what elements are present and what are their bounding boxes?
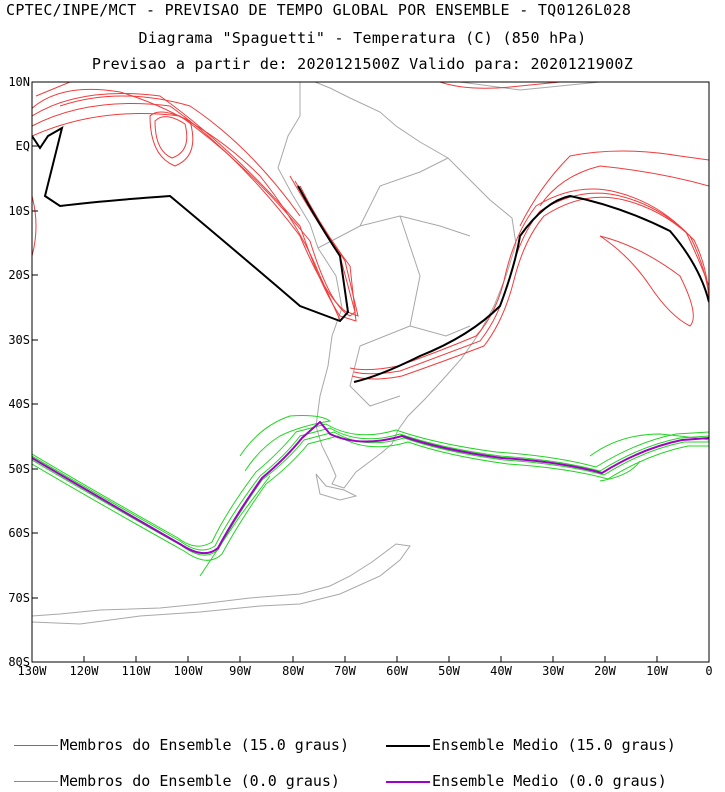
member-15-path [349, 188, 709, 371]
lon-axis: 130W 120W 110W 100W 90W 80W 70W 60W 50W … [18, 664, 713, 676]
members-15-layer [32, 82, 709, 380]
lat-tick-label: 60S [8, 526, 30, 540]
lon-tick-label: 80W [282, 664, 304, 676]
legend-label-mean-15: Ensemble Medio (15.0 graus) [432, 736, 676, 754]
plot-frame [31, 81, 710, 663]
legend-mean-15: Ensemble Medio (15.0 graus) [386, 736, 676, 754]
spaghetti-map: 10N EQ 10S 20S 30S 40S 50S 60S 70S 80S 1… [8, 76, 713, 676]
legend-label-members-15: Membros do Ensemble (15.0 graus) [60, 736, 349, 754]
legend-label-members-0: Membros do Ensemble (0.0 graus) [60, 772, 340, 790]
lon-tick-label: 90W [229, 664, 251, 676]
lon-tick-label: 30W [542, 664, 564, 676]
legend-label-mean-0: Ensemble Medio (0.0 graus) [432, 772, 667, 790]
member-0-path [239, 415, 332, 472]
lat-tick-label: 40S [8, 397, 30, 411]
mean-0-path [32, 420, 709, 555]
member-15-path [154, 116, 188, 159]
header-line-2: Diagrama "Spaguetti" - Temperatura (C) (… [138, 29, 587, 47]
lat-tick-label: 20S [8, 268, 30, 282]
lat-axis: 10N EQ 10S 20S 30S 40S 50S 60S 70S 80S [8, 76, 30, 669]
legend-swatch-mean-15 [386, 744, 430, 747]
member-15-path [32, 195, 37, 257]
member-15-path [439, 82, 561, 89]
member-0-path [32, 435, 709, 561]
member-15-path [35, 82, 301, 217]
legend-members-0: Membros do Ensemble (0.0 graus) [14, 772, 340, 790]
south-america-coast [277, 82, 517, 489]
lon-tick-label: 0 [705, 664, 712, 676]
lon-tick-label: 120W [70, 664, 100, 676]
lon-tick-label: 70W [334, 664, 356, 676]
header-line-3: Previsao a partir de: 2020121500Z Valido… [91, 55, 634, 73]
member-15-path [32, 103, 359, 317]
lon-tick-label: 40W [490, 664, 512, 676]
member-15-path [599, 235, 694, 327]
member-0-path [32, 431, 709, 556]
lon-tick-label: 100W [174, 664, 204, 676]
member-15-path [519, 150, 709, 227]
legend-members-15: Membros do Ensemble (15.0 graus) [14, 736, 349, 754]
member-15-path [149, 111, 194, 167]
lon-tick-label: 110W [122, 664, 152, 676]
lon-tick-label: 130W [18, 664, 48, 676]
header-line-1: CPTEC/INPE/MCT - PREVISAO DE TEMPO GLOBA… [6, 1, 632, 19]
lat-tick-label: 30S [8, 333, 30, 347]
member-0-path [32, 423, 709, 547]
lat-tick-label: 80S [8, 655, 30, 669]
member-0-path [32, 427, 709, 551]
lat-tick-label: 10S [8, 204, 30, 218]
lat-tick-label: 50S [8, 462, 30, 476]
legend-mean-0: Ensemble Medio (0.0 graus) [386, 772, 667, 790]
lat-tick-label: EQ [16, 139, 30, 153]
coastline-layer [32, 82, 601, 625]
lon-tick-label: 20W [594, 664, 616, 676]
member-15-path [32, 88, 341, 321]
member-15-path [32, 93, 357, 322]
antarctic-coast [32, 543, 411, 625]
lon-tick-label: 50W [438, 664, 460, 676]
lat-tick-label: 10N [8, 76, 30, 89]
mean-15-path [32, 125, 709, 383]
south-america-borders [317, 157, 471, 407]
members-0-layer [32, 415, 709, 577]
pacific-islands [459, 82, 601, 91]
lat-tick-label: 70S [8, 591, 30, 605]
lon-tick-label: 60W [386, 664, 408, 676]
axis-ticks [31, 81, 710, 663]
legend-swatch-members-15 [14, 745, 58, 746]
tierra-del-fuego [315, 473, 358, 501]
legend-swatch-mean-0 [386, 780, 430, 783]
lon-tick-label: 10W [646, 664, 668, 676]
legend-swatch-members-0 [14, 781, 58, 782]
member-0-path [199, 475, 271, 577]
